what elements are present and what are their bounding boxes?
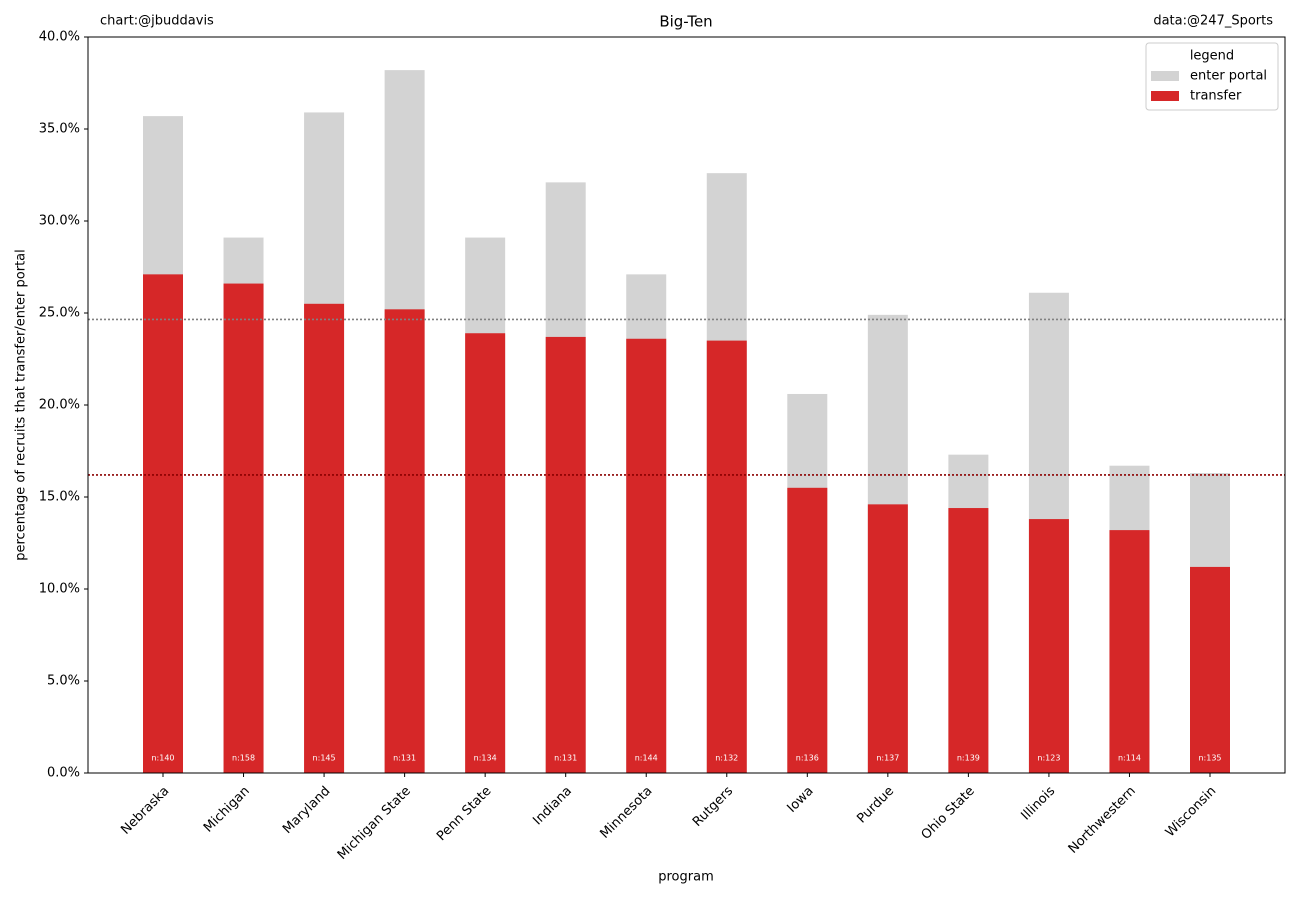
- legend-swatch: [1151, 71, 1179, 81]
- x-tick-label: Rutgers: [690, 784, 736, 830]
- bar-label: n:132: [715, 754, 738, 763]
- bar: [1190, 566, 1230, 773]
- bar-label: n:137: [876, 754, 899, 763]
- legend: legend enter portal transfer: [1145, 42, 1279, 111]
- y-tick-label: 25.0%: [39, 306, 80, 321]
- y-tick-label: 0.0%: [47, 766, 80, 781]
- x-tick-label: Nebraska: [118, 784, 172, 838]
- bar: [706, 340, 747, 773]
- x-tick-label: Northwestern: [1066, 784, 1139, 857]
- legend-label: transfer: [1190, 89, 1242, 104]
- credit: data:@247_Sports: [1153, 14, 1273, 29]
- bar: [1028, 519, 1069, 773]
- bar: [545, 336, 586, 773]
- plot-frame: [87, 36, 1286, 774]
- bar-label: n:114: [1118, 754, 1141, 763]
- legend-title: legend: [1190, 49, 1234, 64]
- bar: [948, 508, 989, 773]
- x-tick-label: Michigan State: [335, 784, 414, 863]
- bar: [223, 283, 264, 773]
- bar: [143, 274, 183, 773]
- x-tick-label: Purdue: [854, 784, 897, 827]
- x-tick-label: Indiana: [530, 784, 575, 829]
- x-tick-label: Michigan: [201, 784, 253, 836]
- bar: [384, 309, 425, 773]
- x-tick-label: Ohio State: [919, 784, 978, 843]
- x-tick-label: Wisconsin: [1163, 784, 1220, 841]
- y-tick-label: 15.0%: [39, 490, 80, 505]
- y-tick-label: 40.0%: [39, 30, 80, 45]
- x-tick-label: Iowa: [785, 784, 817, 816]
- bar-label: n:140: [151, 754, 174, 763]
- bar: [1109, 530, 1150, 773]
- bar-label: n:139: [957, 754, 980, 763]
- bar: [626, 338, 667, 773]
- bar-label: n:134: [474, 754, 497, 763]
- credit: chart:@jbuddavis: [100, 14, 214, 29]
- bar-label: n:136: [796, 754, 819, 763]
- y-tick-label: 20.0%: [39, 398, 80, 413]
- bar: [867, 504, 908, 773]
- x-axis-label: program: [658, 870, 714, 885]
- bar: [787, 487, 828, 773]
- bar-label: n:145: [313, 754, 336, 763]
- bar: [304, 303, 345, 773]
- bar-label: n:158: [232, 754, 255, 763]
- x-tick-label: Illinois: [1018, 784, 1058, 824]
- x-tick-label: Minnesota: [597, 784, 655, 842]
- y-tick-label: 10.0%: [39, 582, 80, 597]
- bar: [465, 333, 506, 773]
- chart-title: Big-Ten: [659, 13, 712, 31]
- y-tick-label: 30.0%: [39, 214, 80, 229]
- y-axis-label: percentage of recruits that transfer/ent…: [14, 249, 29, 561]
- legend-label: enter portal: [1190, 69, 1267, 84]
- x-tick-label: Maryland: [280, 784, 333, 837]
- x-tick-label: Penn State: [434, 784, 494, 844]
- y-tick-label: 5.0%: [47, 674, 80, 689]
- bar-label: n:131: [554, 754, 577, 763]
- legend-swatch: [1151, 91, 1179, 101]
- y-tick-label: 35.0%: [39, 122, 80, 137]
- bar-label: n:144: [635, 754, 658, 763]
- bar-label: n:135: [1198, 754, 1221, 763]
- bar-label: n:131: [393, 754, 416, 763]
- bar-label: n:123: [1037, 754, 1060, 763]
